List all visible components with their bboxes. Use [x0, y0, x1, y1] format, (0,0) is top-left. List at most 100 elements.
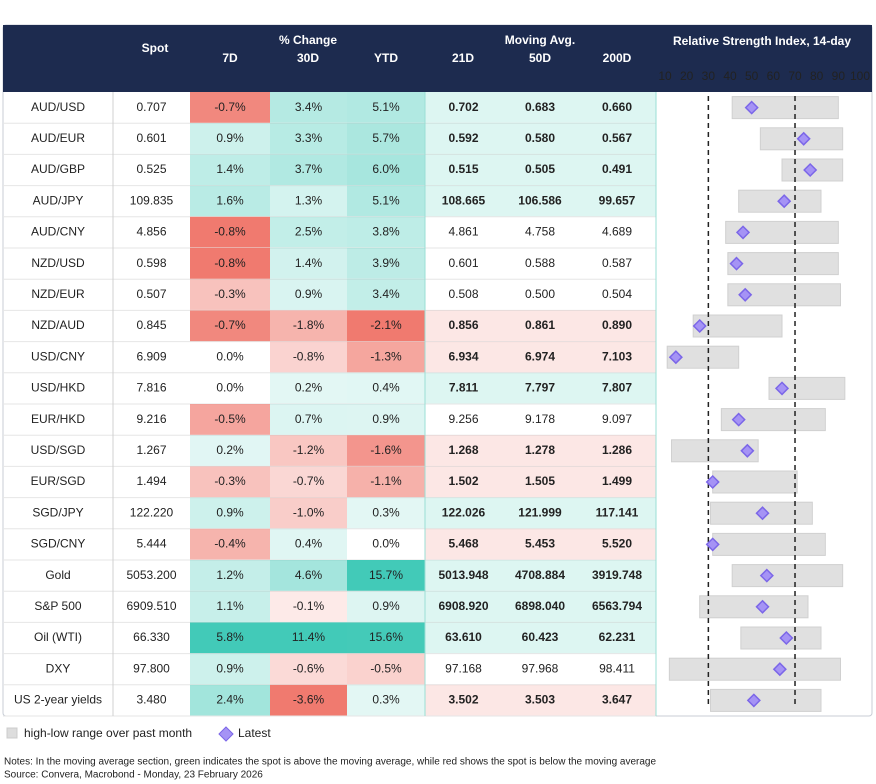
cell-bg: [347, 591, 425, 623]
cell-bg: [578, 497, 656, 529]
cell: 0.500: [525, 287, 555, 301]
cell-bg: [190, 279, 270, 311]
cell-bg: [425, 684, 502, 716]
cell-bg: [578, 528, 656, 560]
cell: -1.1%: [370, 474, 402, 488]
cell-bg: [502, 92, 578, 124]
latest-marker: [777, 194, 792, 209]
cell: 9.097: [602, 412, 632, 426]
cell: -0.4%: [214, 537, 246, 551]
range-bar: [699, 595, 809, 619]
cell-bg: [502, 341, 578, 373]
cell-bg: [425, 92, 502, 124]
cell-bg: [425, 154, 502, 186]
cell-bg: [190, 684, 270, 716]
cell: 15.7%: [369, 568, 403, 582]
cell: 0.9%: [372, 599, 400, 613]
cell-bg: [190, 591, 270, 623]
cell-bg: [578, 372, 656, 404]
latest-marker: [729, 256, 744, 271]
cell-bg: [425, 372, 502, 404]
row-label: NZD/USD: [31, 256, 85, 270]
cell-bg: [270, 591, 347, 623]
cell: 15.6%: [369, 630, 403, 644]
cell: 11.4%: [292, 630, 325, 644]
cell-bg: [578, 185, 656, 217]
cell: 0.567: [602, 131, 632, 145]
cell: 5.453: [525, 537, 555, 551]
cell-bg: [425, 528, 502, 560]
cell: 3.647: [602, 693, 632, 707]
cell-bg: [270, 279, 347, 311]
cell: -0.8%: [214, 225, 246, 239]
cell: 3.9%: [372, 256, 400, 270]
cell-bg: [270, 341, 347, 373]
latest-marker: [759, 568, 774, 583]
cell: 6.974: [525, 349, 555, 363]
cell: -1.6%: [370, 443, 402, 457]
cell: 1.4%: [295, 256, 323, 270]
cell-bg: [190, 560, 270, 592]
cell-bg: [502, 560, 578, 592]
cell: 7.807: [602, 381, 632, 395]
cell: 3.503: [525, 693, 555, 707]
cell-bg: [270, 684, 347, 716]
cell-bg: [425, 560, 502, 592]
cell-bg: [502, 185, 578, 217]
cell-bg: [190, 123, 270, 155]
row-label: NZD/AUD: [31, 318, 85, 332]
cell: 1.6%: [216, 193, 244, 207]
header: Moving Avg.: [505, 33, 575, 47]
cell-bg: [270, 466, 347, 498]
cell-bg: [347, 497, 425, 529]
cell-bg: [270, 185, 347, 217]
cell: -3.6%: [293, 693, 325, 707]
cell: 0.4%: [295, 537, 323, 551]
source: Source: Convera, Macrobond - Monday, 23 …: [4, 770, 263, 781]
cell: 9.216: [136, 412, 166, 426]
cell: 0.525: [136, 162, 166, 176]
cell-bg: [270, 497, 347, 529]
row-label: SGD/JPY: [32, 505, 83, 519]
cell: 6563.794: [592, 599, 642, 613]
cell: 0.890: [602, 318, 632, 332]
cell-bg: [190, 528, 270, 560]
cell: 0.588: [525, 256, 555, 270]
cell-bg: [270, 310, 347, 342]
row-label: AUD/CNY: [31, 225, 85, 239]
header: YTD: [374, 51, 398, 65]
cell: 6.934: [448, 349, 478, 363]
range-bar: [768, 376, 846, 400]
latest-marker: [755, 506, 770, 521]
cell: 98.411: [599, 661, 635, 675]
cell: 4.861: [448, 225, 478, 239]
cell: 0.508: [448, 287, 478, 301]
cell: 1.1%: [216, 599, 244, 613]
row-label: S&P 500: [34, 599, 81, 613]
header: 200D: [603, 51, 632, 65]
cell-bg: [578, 591, 656, 623]
cell: 0.9%: [295, 287, 323, 301]
cell: 0.707: [136, 100, 166, 114]
cell-bg: [270, 404, 347, 436]
cell: 0.2%: [216, 443, 244, 457]
cell-bg: [502, 622, 578, 654]
cell: -0.5%: [214, 412, 246, 426]
cell: 0.587: [602, 256, 632, 270]
cell: 4.758: [525, 225, 555, 239]
cell: 4.6%: [295, 568, 323, 582]
range-bar: [731, 96, 839, 120]
cell: 0.491: [602, 162, 632, 176]
cell: -0.7%: [214, 100, 246, 114]
cell: 7.797: [525, 381, 555, 395]
cell-bg: [270, 622, 347, 654]
cell: 1.2%: [216, 568, 244, 582]
range-bar: [727, 283, 842, 307]
cell-bg: [347, 154, 425, 186]
cell: 9.256: [448, 412, 478, 426]
row-label: NZD/EUR: [31, 287, 85, 301]
latest-marker: [731, 412, 746, 427]
cell-bg: [578, 560, 656, 592]
latest-marker: [774, 381, 790, 396]
cell: 0.505: [525, 162, 555, 176]
